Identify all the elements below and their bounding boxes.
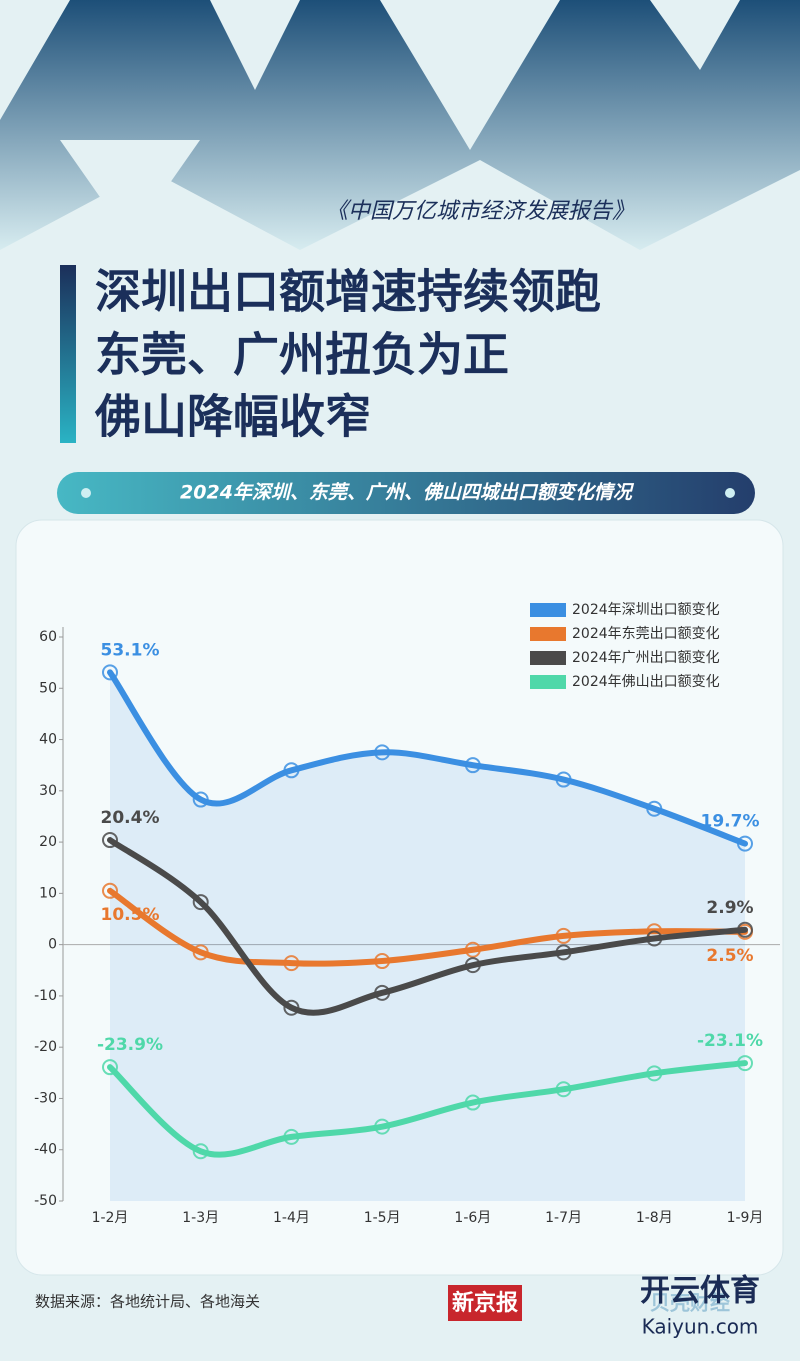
point — [555, 771, 572, 788]
data-label: -23.9% — [97, 1035, 163, 1055]
y-tick-label: -20 — [34, 1039, 57, 1055]
y-tick-label: 60 — [39, 629, 57, 645]
title-accent — [60, 265, 76, 443]
data-label: 2.5% — [706, 946, 753, 966]
banner-dot — [81, 488, 91, 498]
point — [102, 1059, 118, 1076]
x-tick-label: 1-3月 — [182, 1210, 219, 1226]
point — [192, 791, 209, 808]
data-label: 19.7% — [701, 812, 760, 832]
line — [107, 887, 748, 967]
legend-label: 2024年广州出口额变化 — [572, 650, 720, 666]
x-tick-label: 1-6月 — [454, 1210, 491, 1226]
logo-box — [448, 1285, 522, 1321]
data-label: 20.4% — [101, 808, 160, 828]
point — [283, 999, 300, 1016]
point — [555, 1081, 572, 1098]
point — [374, 953, 391, 970]
y-tick-label: -40 — [34, 1142, 57, 1158]
x-tick-label: 1-7月 — [545, 1210, 582, 1226]
banner-text: 2024年深圳、东莞、广州、佛山四城出口额变化情况 — [180, 482, 635, 504]
watermark: 开云体育 — [640, 1274, 760, 1309]
y-tick-label: 50 — [39, 680, 57, 696]
y-tick-label: -50 — [34, 1193, 57, 1209]
brand: 贝壳财经 — [650, 1291, 730, 1315]
x-tick-label: 1-4月 — [273, 1210, 310, 1226]
y-tick-label: 10 — [39, 885, 57, 901]
y-tick-label: 30 — [39, 783, 57, 799]
y-tick-label: -10 — [34, 988, 57, 1004]
point — [283, 1128, 300, 1145]
y-tick-label: 40 — [39, 732, 57, 748]
plot: -50 -40 -30 -20 -10 0 10 20 30 40 50 60 1-2月 1-3月 1-4月… — [34, 602, 780, 1226]
line — [107, 1060, 748, 1158]
point — [464, 957, 481, 974]
report-series: 《中国万亿城市经济发展报告》 — [326, 199, 634, 224]
point — [283, 955, 300, 972]
point — [192, 1143, 209, 1160]
legend-swatch — [530, 627, 566, 641]
point — [737, 835, 753, 852]
point — [192, 894, 209, 911]
legend-swatch — [530, 675, 566, 689]
title-line: 佛山降幅收窄 — [94, 390, 371, 444]
line — [107, 669, 748, 847]
y-tick-label: 20 — [39, 834, 57, 850]
point — [102, 832, 118, 849]
data-label: -23.1% — [697, 1031, 763, 1051]
point — [102, 664, 118, 681]
logo: 新京报 — [452, 1290, 518, 1316]
title-line: 深圳出口额增速持续领跑 — [95, 265, 601, 319]
point — [283, 762, 300, 779]
legend-swatch — [530, 603, 566, 617]
legend-label: 2024年深圳出口额变化 — [572, 602, 720, 618]
legend-label: 2024年东莞出口额变化 — [572, 626, 720, 642]
banner — [57, 472, 755, 514]
source: 数据来源：各地统计局、各地海关 — [35, 1293, 260, 1311]
y-tick-label: 0 — [48, 937, 57, 953]
point — [555, 927, 572, 944]
point — [374, 984, 391, 1001]
area — [110, 672, 745, 1201]
y-tick-label: -30 — [34, 1090, 57, 1106]
point — [737, 1055, 753, 1072]
point — [374, 1118, 391, 1135]
point — [464, 941, 481, 958]
banner-dot — [725, 488, 735, 498]
data-label: 2.9% — [706, 898, 753, 918]
header-triangles — [0, 0, 800, 250]
point — [374, 744, 391, 761]
legend-swatch — [530, 651, 566, 665]
x-tick-label: 1-8月 — [636, 1210, 673, 1226]
point — [737, 921, 753, 938]
x-tick-label: 1-9月 — [727, 1210, 764, 1226]
point — [646, 800, 663, 817]
data-label: 10.5% — [101, 905, 160, 925]
point — [192, 944, 209, 961]
legend-label: 2024年佛山出口额变化 — [572, 674, 720, 690]
point — [555, 944, 572, 961]
point — [646, 930, 663, 947]
point — [464, 757, 481, 774]
point — [102, 882, 118, 899]
line — [107, 837, 748, 1016]
watermark-url: Kaiyun.com — [642, 1315, 759, 1339]
x-tick-label: 1-5月 — [364, 1210, 401, 1226]
title-line: 东莞、广州扭负为正 — [95, 328, 509, 382]
point — [646, 1065, 663, 1082]
x-tick-label: 1-2月 — [92, 1210, 129, 1226]
point — [464, 1094, 481, 1111]
data-label: 53.1% — [101, 640, 160, 660]
